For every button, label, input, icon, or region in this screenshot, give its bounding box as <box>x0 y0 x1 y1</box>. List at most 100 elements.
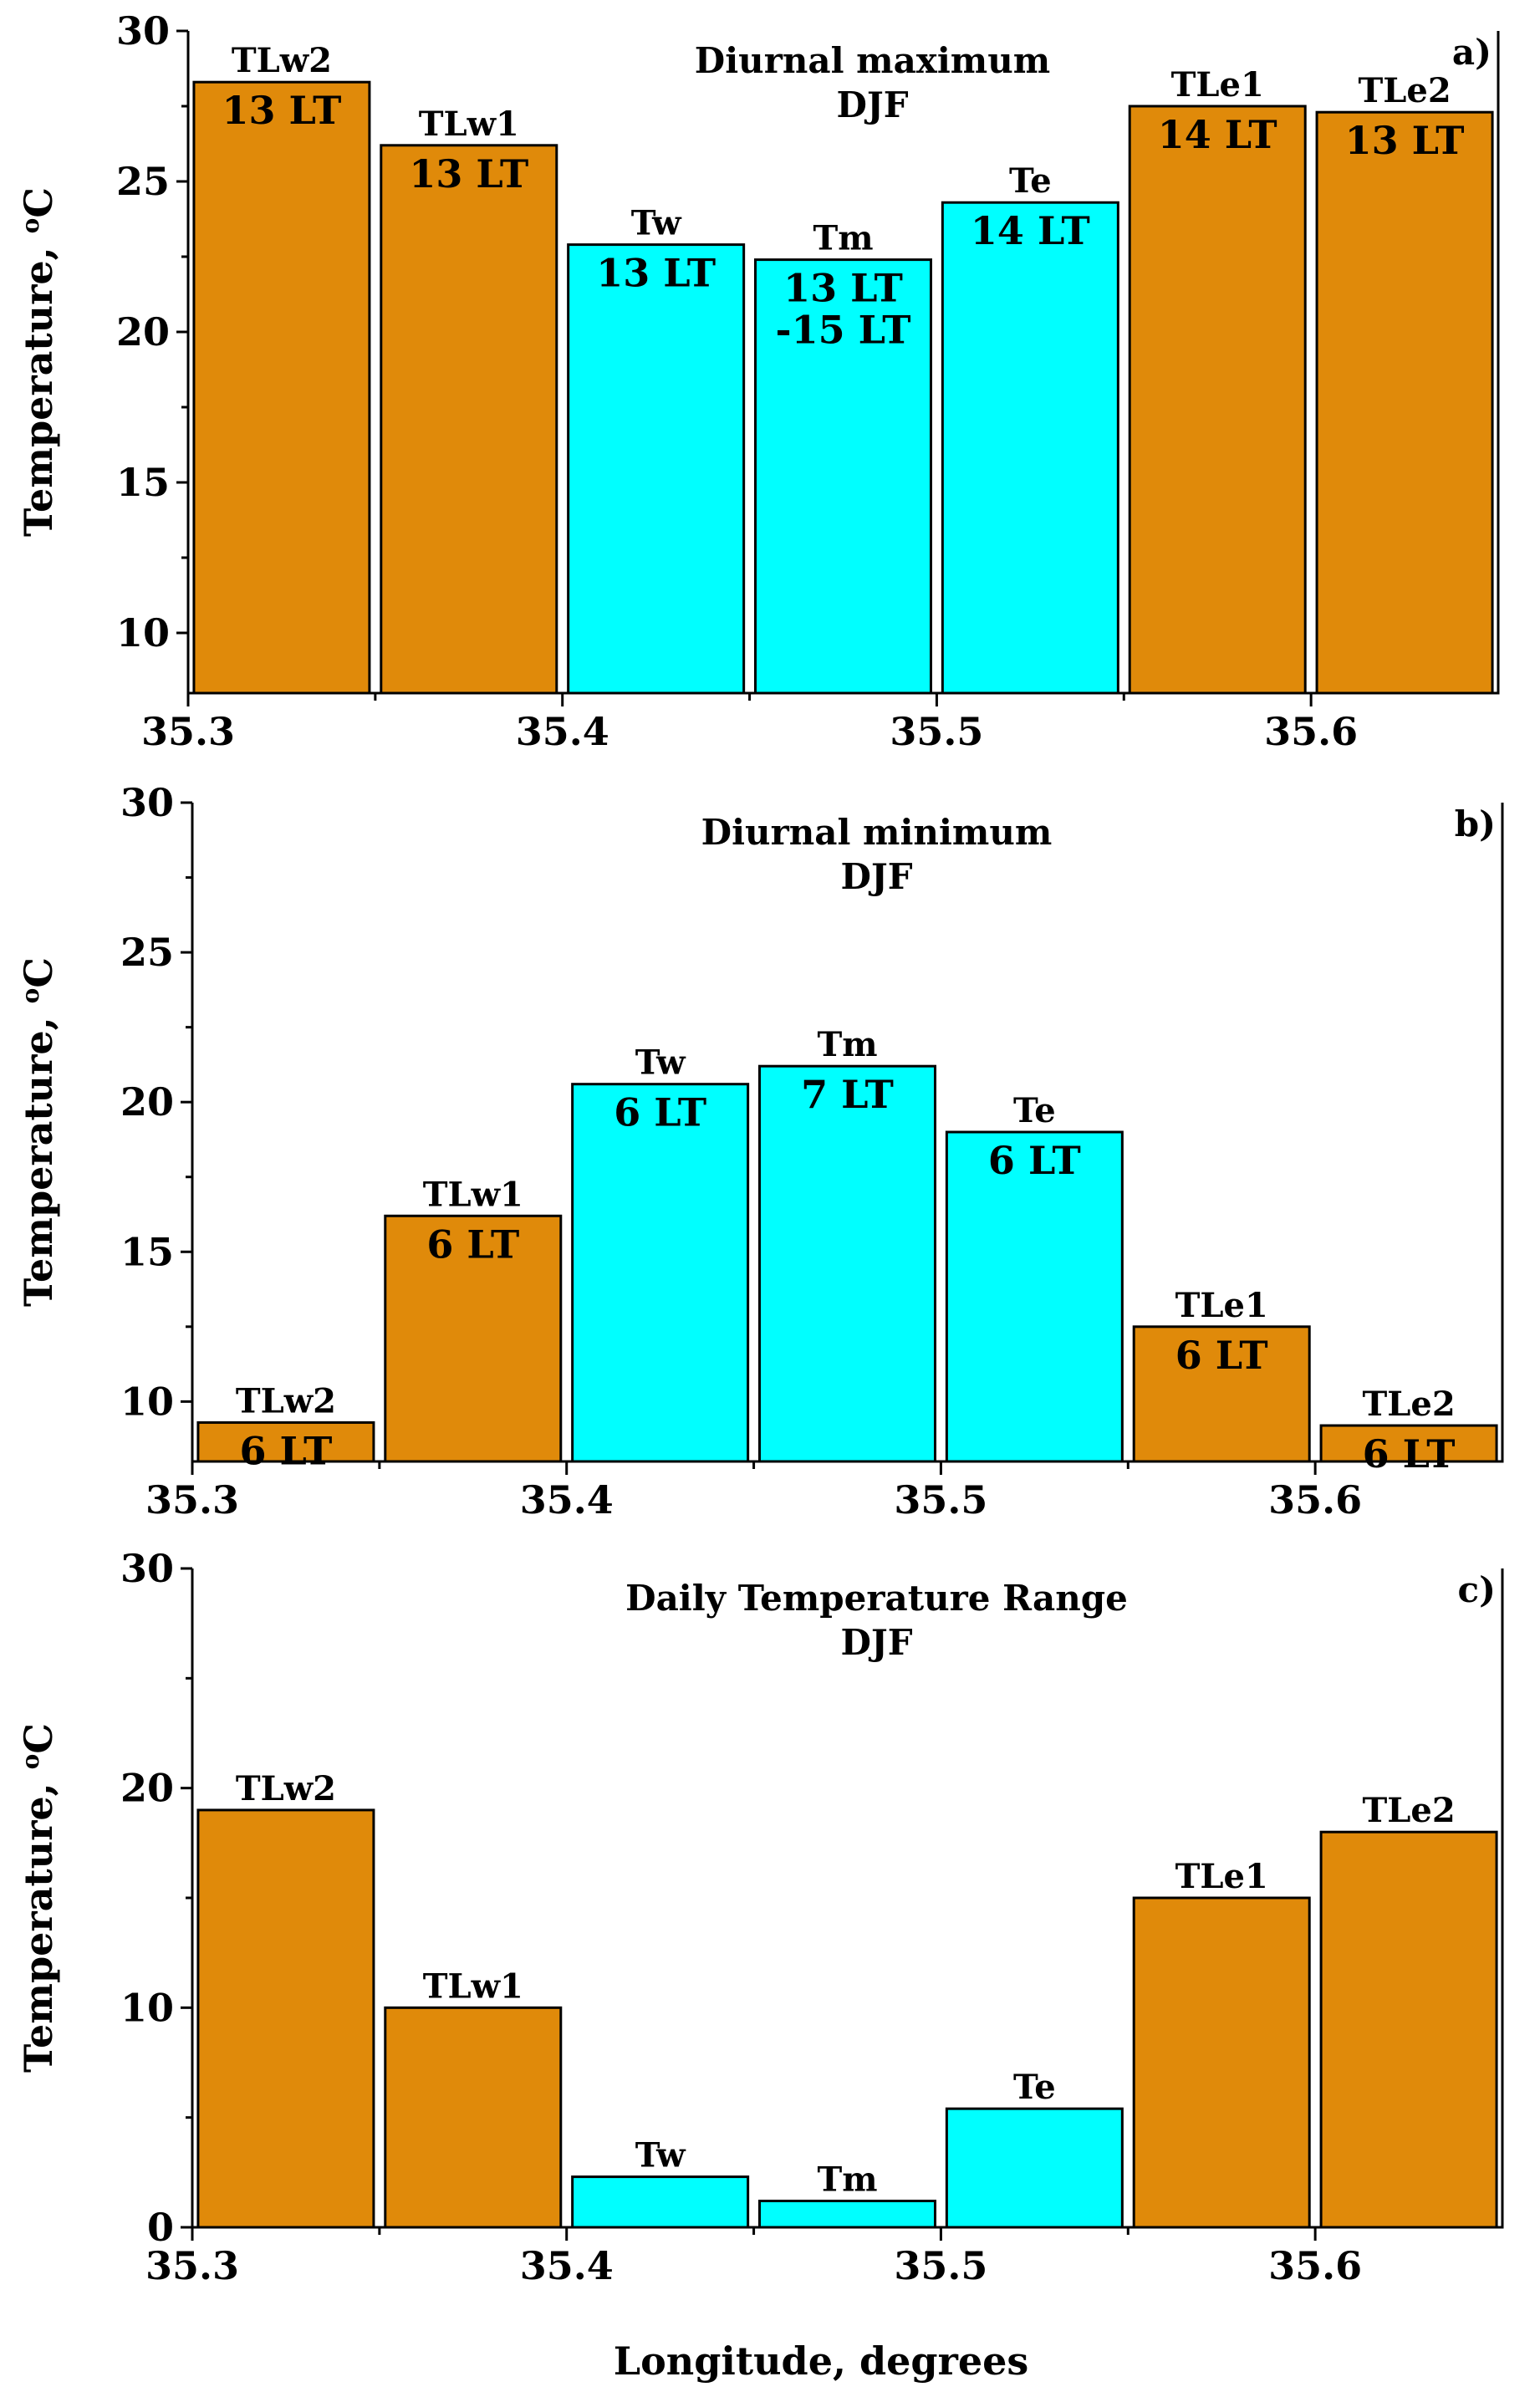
bar-label-tlw1: TLw1 <box>419 105 519 144</box>
bar-tw <box>571 1083 750 1463</box>
panel-subtitle: DJF <box>840 856 912 897</box>
x-tick-label: 35.5 <box>894 1477 987 1522</box>
bar-label-te: Te <box>1013 1091 1056 1130</box>
bar-tlw2 <box>192 80 371 695</box>
bar-tle1 <box>1128 105 1307 695</box>
bar-tlw2 <box>196 1808 375 2229</box>
bar-tlw1 <box>384 2006 563 2229</box>
bar-label-tw: Tw <box>635 1043 686 1083</box>
bar-te <box>945 2107 1124 2229</box>
y-tick-label: 30 <box>120 1546 174 1591</box>
bar-time-label-tle2-0: 6 LT <box>1363 1431 1456 1477</box>
panel-c: TLw2 TLw1 Tw Tm Te TLe1 TLe2 0 10 20 30 35.3 35.4 35.… <box>16 1546 1504 2288</box>
y-tick-label: 10 <box>116 610 170 655</box>
bar-tm <box>758 1064 936 1463</box>
panel-letter: c) <box>1458 1569 1496 1610</box>
bar-label-tw: Tw <box>631 204 682 243</box>
bar-time-label-te-0: 6 LT <box>988 1138 1081 1183</box>
bar-tle1 <box>1132 1896 1311 2229</box>
axes-frame <box>191 803 1504 1463</box>
bar-tle2 <box>1319 1424 1498 1463</box>
bar-label-tm: Tm <box>817 2160 877 2199</box>
panel-title: Diurnal minimum <box>701 812 1053 853</box>
bar-time-label-tm-0: 13 LT <box>783 266 903 311</box>
x-tick-label: 35.5 <box>894 2243 987 2288</box>
bar-tle2 <box>1319 1830 1498 2229</box>
y-axis-title: Temperature, oC <box>16 957 61 1307</box>
x-tick-label: 35.3 <box>145 2243 239 2288</box>
y-tick-label: 25 <box>120 930 174 975</box>
bar-time-label-tle1-0: 14 LT <box>1158 112 1277 157</box>
panel-b: TLw2 6 LT TLw1 6 LT Tw 6 LT Tm 7 LT Te 6 LT TLe1 6 … <box>16 780 1504 1522</box>
bar-tm <box>758 2199 936 2229</box>
x-tick-label: 35.3 <box>145 1477 239 1522</box>
bar-time-label-tlw1-0: 13 LT <box>409 151 528 196</box>
x-tick-label: 35.5 <box>890 709 983 754</box>
bar-tle2 <box>1315 110 1494 695</box>
bar-label-tlw2: TLw2 <box>232 41 332 80</box>
bar-tlw1 <box>384 1214 563 1463</box>
x-tick-label: 35.4 <box>520 2243 614 2288</box>
bar-te <box>941 201 1119 695</box>
bar-time-label-tlw2-0: 13 LT <box>222 88 341 133</box>
bar-tw <box>567 243 746 695</box>
bar-time-label-tle1-0: 6 LT <box>1175 1333 1268 1378</box>
y-tick-label: 20 <box>120 1079 174 1125</box>
y-tick-label: 25 <box>116 159 170 204</box>
panel-letter: a) <box>1452 32 1492 73</box>
x-tick-label: 35.4 <box>520 1477 614 1522</box>
bar-label-tle1: TLe1 <box>1175 1857 1268 1896</box>
bar-label-tw: Tw <box>635 2136 686 2175</box>
bar-time-label-tw-0: 6 LT <box>614 1090 706 1135</box>
bar-label-tlw1: TLw1 <box>423 1175 523 1214</box>
bar-te <box>945 1130 1124 1463</box>
bar-label-tm: Tm <box>813 219 873 258</box>
y-tick-label: 20 <box>116 309 170 354</box>
bar-label-te: Te <box>1013 2068 1056 2107</box>
bar-time-label-tle2-0: 13 LT <box>1345 118 1465 163</box>
y-axis-title: Temperature, oC <box>16 1723 61 2073</box>
y-axis-title: Temperature, oC <box>16 187 61 537</box>
bar-tle1 <box>1132 1325 1311 1463</box>
y-tick-label: 20 <box>120 1766 174 1811</box>
bar-time-label-tlw1-0: 6 LT <box>426 1222 519 1267</box>
panel-title: Diurnal maximum <box>695 40 1050 81</box>
bar-time-label-tlw2-0: 6 LT <box>239 1428 332 1473</box>
bar-tlw2 <box>196 1420 375 1463</box>
bar-label-tlw1: TLw1 <box>423 1966 523 2006</box>
bar-label-tm: Tm <box>817 1025 877 1064</box>
y-tick-label: 0 <box>147 2205 174 2250</box>
x-tick-label: 35.6 <box>1268 1477 1362 1522</box>
panel-subtitle: DJF <box>840 1622 912 1663</box>
bar-time-label-tm-1: -15 LT <box>776 308 911 353</box>
bar-tm <box>754 258 932 695</box>
bar-label-te: Te <box>1009 161 1052 201</box>
x-tick-label: 35.6 <box>1268 2243 1362 2288</box>
axes-frame <box>186 31 1500 695</box>
panel-letter: b) <box>1455 803 1496 844</box>
x-axis-title: Longitude, degrees <box>614 2338 1029 2384</box>
bar-label-tle1: TLe1 <box>1171 65 1264 105</box>
bar-time-label-tw-0: 13 LT <box>596 251 716 296</box>
bar-label-tlw2: TLw2 <box>236 1381 336 1420</box>
y-tick-label: 10 <box>120 1985 174 2030</box>
panel-title: Daily Temperature Range <box>625 1578 1128 1619</box>
bar-time-label-tm-0: 7 LT <box>801 1072 894 1117</box>
bar-label-tle1: TLe1 <box>1175 1286 1268 1325</box>
bar-tw <box>571 2175 750 2229</box>
x-tick-label: 35.6 <box>1264 709 1358 754</box>
y-tick-label: 30 <box>116 8 170 54</box>
x-tick-label: 35.3 <box>141 709 235 754</box>
y-tick-label: 30 <box>120 780 174 825</box>
y-tick-label: 10 <box>120 1379 174 1424</box>
bar-label-tlw2: TLw2 <box>236 1769 336 1808</box>
bar-time-label-te-0: 14 LT <box>971 208 1090 253</box>
panel-subtitle: DJF <box>836 84 908 125</box>
bar-label-tle2: TLe2 <box>1358 71 1451 110</box>
y-tick-label: 15 <box>120 1229 174 1274</box>
y-tick-label: 15 <box>116 460 170 505</box>
x-tick-label: 35.4 <box>516 709 609 754</box>
bar-label-tle2: TLe2 <box>1362 1385 1455 1424</box>
